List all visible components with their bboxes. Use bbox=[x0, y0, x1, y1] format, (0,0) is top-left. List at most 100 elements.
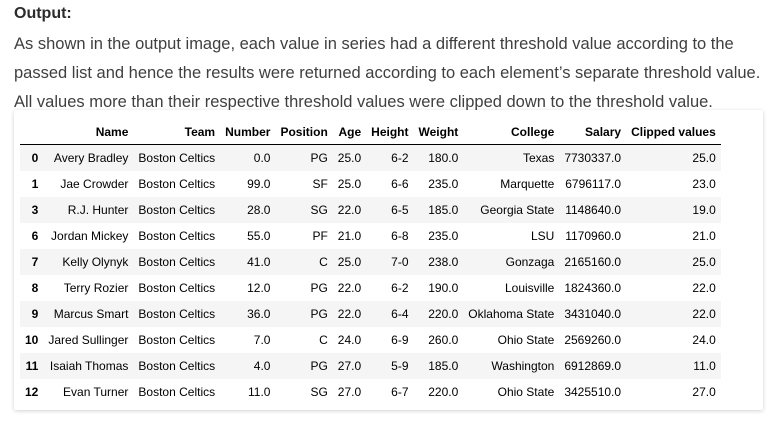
row-index: 0 bbox=[31, 151, 39, 165]
table-row: 7 Kelly Olynyk Boston Celtics 41.0 C 25.0 7-0 2… bbox=[20, 249, 721, 275]
cell-name: Evan Turner bbox=[63, 385, 129, 399]
table-row: 6 Jordan Mickey Boston Celtics 55.0 PF 21.0 6-… bbox=[20, 223, 721, 249]
cell-position: PF bbox=[312, 229, 328, 243]
cell-number: 12.0 bbox=[247, 281, 271, 295]
column-header-age: Age bbox=[332, 119, 367, 145]
cell-number: 4.0 bbox=[253, 359, 271, 373]
cell-position: PG bbox=[310, 359, 328, 373]
cell-position: C bbox=[319, 255, 328, 269]
cell-salary: 2165160.0 bbox=[564, 255, 622, 269]
cell-weight: 260.0 bbox=[428, 333, 459, 347]
cell-team: Boston Celtics bbox=[138, 359, 216, 373]
cell-position: PG bbox=[310, 151, 328, 165]
cell-salary: 1148640.0 bbox=[565, 203, 622, 217]
row-index: 6 bbox=[31, 229, 39, 243]
table-row: 9 Marcus Smart Boston Celtics 36.0 PG 22.0 6-4… bbox=[20, 301, 721, 327]
row-index: 11 bbox=[25, 359, 39, 373]
cell-age: 22.0 bbox=[337, 203, 362, 217]
cell-position: PG bbox=[310, 281, 328, 295]
column-header-weight: Weight bbox=[413, 119, 464, 145]
table-row: 12 Evan Turner Boston Celtics 11.0 SG 27.0 6-7… bbox=[20, 379, 721, 405]
cell-height: 6-4 bbox=[391, 307, 409, 321]
column-header-position: Position bbox=[275, 119, 333, 145]
cell-clipped-values: 27.0 bbox=[692, 385, 716, 399]
cell-salary: 3431040.0 bbox=[564, 307, 622, 321]
index-header bbox=[20, 119, 44, 145]
cell-clipped-values: 24.0 bbox=[692, 333, 716, 347]
cell-name: Isaiah Thomas bbox=[49, 359, 129, 373]
cell-age: 25.0 bbox=[337, 255, 362, 269]
column-header-number: Number bbox=[220, 119, 276, 145]
cell-number: 55.0 bbox=[247, 229, 271, 243]
cell-salary: 2569260.0 bbox=[564, 333, 622, 347]
cell-name: Marcus Smart bbox=[53, 307, 129, 321]
cell-name: Terry Rozier bbox=[63, 281, 129, 295]
cell-age: 27.0 bbox=[337, 359, 362, 373]
row-index: 9 bbox=[31, 307, 39, 321]
cell-clipped-values: 11.0 bbox=[693, 359, 716, 373]
cell-team: Boston Celtics bbox=[138, 177, 216, 191]
cell-number: 28.0 bbox=[247, 203, 271, 217]
cell-team: Boston Celtics bbox=[138, 151, 216, 165]
cell-name: Kelly Olynyk bbox=[62, 255, 129, 269]
cell-height: 6-2 bbox=[391, 151, 409, 165]
cell-team: Boston Celtics bbox=[138, 255, 216, 269]
table-row: 0 Avery Bradley Boston Celtics 0.0 PG 25.0 6-2… bbox=[20, 144, 721, 171]
cell-height: 6-2 bbox=[391, 281, 409, 295]
cell-team: Boston Celtics bbox=[138, 229, 216, 243]
table-row: 8 Terry Rozier Boston Celtics 12.0 PG 22.0 6-2… bbox=[20, 275, 721, 301]
column-header-college: College bbox=[463, 119, 560, 145]
cell-college: Texas bbox=[522, 151, 555, 165]
cell-weight: 220.0 bbox=[428, 307, 459, 321]
dataframe-output-card: Name Team Number Position Age Height Wei… bbox=[14, 110, 763, 410]
column-header-clipped-values: Clipped values bbox=[626, 119, 721, 145]
row-index: 12 bbox=[25, 385, 39, 399]
cell-salary: 6912869.0 bbox=[564, 359, 622, 373]
cell-clipped-values: 19.0 bbox=[692, 203, 716, 217]
cell-position: SF bbox=[312, 177, 328, 191]
column-header-team: Team bbox=[133, 119, 221, 145]
cell-college: Ohio State bbox=[497, 385, 555, 399]
cell-weight: 235.0 bbox=[428, 177, 459, 191]
cell-name: Jae Crowder bbox=[60, 177, 129, 191]
cell-number: 11.0 bbox=[247, 385, 271, 399]
cell-salary: 7730337.0 bbox=[564, 151, 622, 165]
cell-age: 25.0 bbox=[337, 177, 362, 191]
cell-college: Ohio State bbox=[497, 333, 555, 347]
cell-age: 21.0 bbox=[337, 229, 362, 243]
cell-team: Boston Celtics bbox=[138, 203, 216, 217]
cell-number: 99.0 bbox=[247, 177, 271, 191]
cell-name: Jordan Mickey bbox=[51, 229, 129, 243]
cell-salary: 3425510.0 bbox=[564, 385, 622, 399]
table-row: 1 Jae Crowder Boston Celtics 99.0 SF 25.0 6-6 2… bbox=[20, 171, 721, 197]
cell-salary: 6796117.0 bbox=[565, 177, 622, 191]
row-index: 8 bbox=[31, 281, 39, 295]
cell-weight: 235.0 bbox=[428, 229, 459, 243]
cell-college: Oklahoma State bbox=[468, 307, 555, 321]
cell-height: 6-5 bbox=[391, 203, 409, 217]
cell-position: SG bbox=[310, 385, 328, 399]
cell-clipped-values: 25.0 bbox=[692, 255, 716, 269]
cell-salary: 1170960.0 bbox=[565, 229, 622, 243]
cell-height: 7-0 bbox=[391, 255, 409, 269]
cell-weight: 180.0 bbox=[428, 151, 459, 165]
output-heading: Output: bbox=[14, 5, 72, 22]
table-row: 11 Isaiah Thomas Boston Celtics 4.0 PG 27.0 5-… bbox=[20, 353, 721, 379]
table-row: 3 R.J. Hunter Boston Celtics 28.0 SG 22.0 6-5 1… bbox=[20, 197, 721, 223]
cell-number: 41.0 bbox=[247, 255, 271, 269]
column-header-name: Name bbox=[43, 119, 134, 145]
cell-height: 5-9 bbox=[391, 359, 409, 373]
cell-number: 0.0 bbox=[253, 151, 271, 165]
cell-college: Marquette bbox=[500, 177, 555, 191]
description-paragraph: As shown in the output image, each value… bbox=[14, 35, 761, 111]
cell-team: Boston Celtics bbox=[138, 385, 216, 399]
cell-college: Louisville bbox=[504, 281, 555, 295]
row-index: 1 bbox=[31, 177, 39, 191]
cell-clipped-values: 21.0 bbox=[692, 229, 716, 243]
cell-number: 36.0 bbox=[247, 307, 271, 321]
cell-age: 22.0 bbox=[337, 307, 362, 321]
cell-team: Boston Celtics bbox=[138, 307, 216, 321]
cell-name: Avery Bradley bbox=[53, 151, 129, 165]
cell-weight: 185.0 bbox=[428, 359, 459, 373]
header-row: Name Team Number Position Age Height Wei… bbox=[20, 119, 721, 145]
